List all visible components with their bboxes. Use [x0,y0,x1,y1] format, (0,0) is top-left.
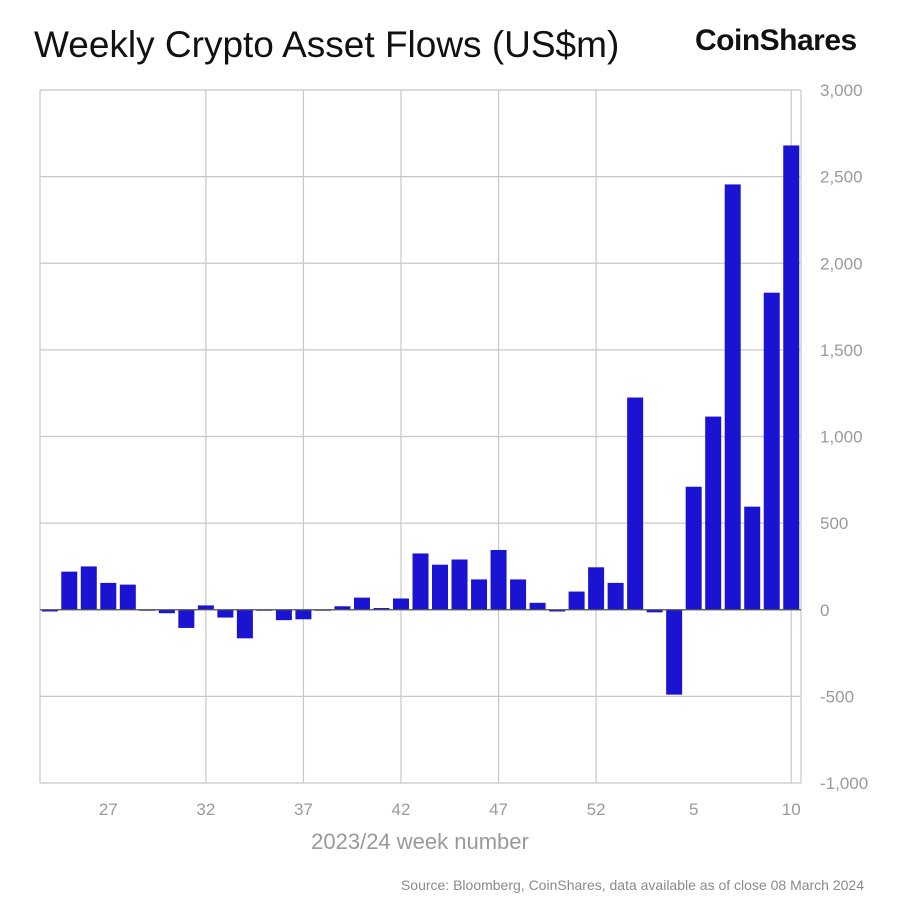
bar-week-47 [490,549,507,610]
bar-week-6 [705,416,722,610]
grid-lines [39,89,802,784]
bar-week-32 [197,605,214,610]
bar-week-5 [685,486,702,610]
y-tick-label: 0 [820,601,829,620]
bar-week-28 [119,584,136,610]
source-note: Source: Bloomberg, CoinShares, data avai… [400,877,864,893]
bar-week-46 [471,579,488,610]
y-tick-label: -500 [820,687,854,706]
bar-week-24 [41,609,58,612]
x-tick-label: 52 [587,800,606,819]
y-tick-label: 3,000 [820,81,863,100]
y-tick-label: 1,000 [820,428,863,447]
x-tick-label: 10 [782,800,801,819]
bar-week-2 [627,397,644,610]
bar-week-8 [744,506,761,610]
x-tick-label: 32 [196,800,215,819]
y-tick-label: 500 [820,514,848,533]
y-tick-label: -1,000 [820,774,868,793]
chart-title: Weekly Crypto Asset Flows (US$m) [34,24,620,65]
bar-week-9 [763,292,780,610]
y-tick-label: 2,500 [820,168,863,187]
bar-week-51 [568,591,585,610]
y-tick-label: 1,500 [820,341,863,360]
bar-week-10 [783,145,800,610]
x-axis-label: 2023/24 week number [311,829,529,854]
bar-week-1 [607,582,624,610]
bar-week-39 [334,606,351,610]
bar-week-4 [666,609,683,695]
bar-week-37 [295,609,312,620]
bar-week-52 [588,567,605,610]
axes: 3,000 2,500 2,000 1,500 1,000 500 0 -500 -1,000 2… [40,81,868,819]
bar-week-45 [451,559,468,610]
bar-week-42 [392,598,409,610]
bar-week-7 [724,184,741,610]
bar-week-27 [100,582,117,610]
bar-week-3 [646,609,663,613]
bars [41,145,800,695]
bar-week-40 [353,597,370,610]
bar-week-25 [61,571,78,610]
bar-week-30 [158,609,175,614]
bar-week-26 [80,566,97,610]
x-tick-label: 42 [392,800,411,819]
x-tick-label: 37 [294,800,313,819]
x-tick-label: 5 [689,800,698,819]
bar-week-50 [549,609,566,612]
bar-week-33 [217,609,234,618]
bar-week-36 [275,609,292,621]
bar-week-43 [412,553,429,610]
bar-week-44 [432,564,449,610]
brand-logo: CoinShares [695,24,857,57]
bar-week-31 [178,609,195,628]
y-tick-label: 2,000 [820,254,863,273]
x-tick-label: 47 [489,800,508,819]
bar-week-49 [529,602,546,610]
bar-week-34 [236,609,253,639]
bar-week-48 [510,579,527,610]
x-tick-label: 27 [99,800,118,819]
bar-week-41 [373,608,390,610]
